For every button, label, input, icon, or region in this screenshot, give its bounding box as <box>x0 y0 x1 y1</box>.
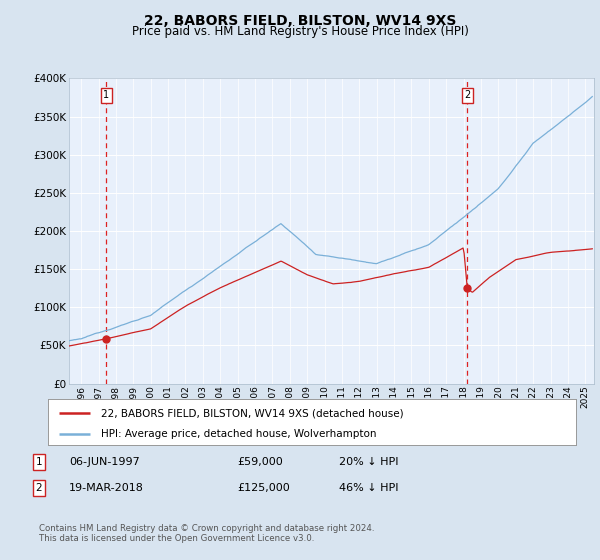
Text: 2: 2 <box>464 90 470 100</box>
Text: £125,000: £125,000 <box>237 483 290 493</box>
Text: 06-JUN-1997: 06-JUN-1997 <box>69 457 140 467</box>
Text: 1: 1 <box>103 90 109 100</box>
Text: 1: 1 <box>35 457 43 467</box>
Text: £59,000: £59,000 <box>237 457 283 467</box>
Text: 20% ↓ HPI: 20% ↓ HPI <box>339 457 398 467</box>
Text: 22, BABORS FIELD, BILSTON, WV14 9XS: 22, BABORS FIELD, BILSTON, WV14 9XS <box>144 14 456 28</box>
Text: HPI: Average price, detached house, Wolverhampton: HPI: Average price, detached house, Wolv… <box>101 429 376 438</box>
Text: 19-MAR-2018: 19-MAR-2018 <box>69 483 144 493</box>
Text: Price paid vs. HM Land Registry's House Price Index (HPI): Price paid vs. HM Land Registry's House … <box>131 25 469 38</box>
Text: 2: 2 <box>35 483 43 493</box>
Text: 46% ↓ HPI: 46% ↓ HPI <box>339 483 398 493</box>
Text: Contains HM Land Registry data © Crown copyright and database right 2024.
This d: Contains HM Land Registry data © Crown c… <box>39 524 374 543</box>
Text: 22, BABORS FIELD, BILSTON, WV14 9XS (detached house): 22, BABORS FIELD, BILSTON, WV14 9XS (det… <box>101 408 403 418</box>
